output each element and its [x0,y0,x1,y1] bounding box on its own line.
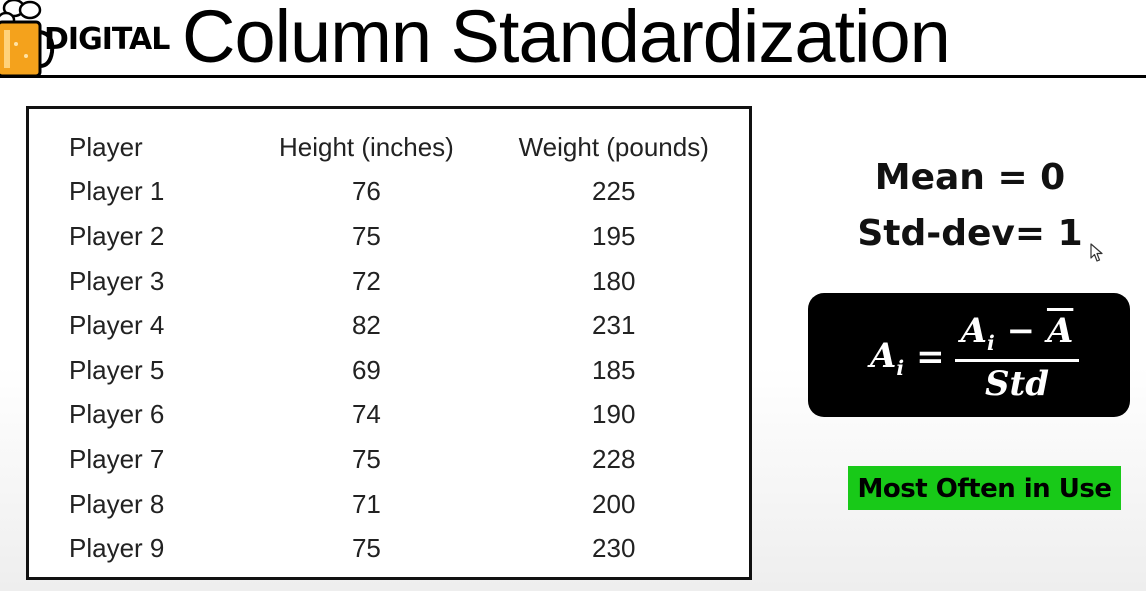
data-table: Player Height (inches) Weight (pounds) P… [69,125,749,571]
table-row: Player 3 72 180 [69,259,749,304]
height-cell: 72 [351,265,381,296]
formula-box: Ai = Ai − A Std [808,293,1130,417]
weight-cell: 180 [592,265,636,296]
weight-cell: 228 [592,443,636,474]
height-cell: 75 [351,220,381,251]
height-cell: 75 [351,533,381,564]
column-header-weight: Weight (pounds) [518,131,709,162]
table-row: Player 9 75 230 [69,526,749,571]
player-cell: Player 9 [69,533,165,564]
column-header-player: Player [69,131,143,162]
formula-lhs: Ai [870,335,905,380]
logo-text: DIGITAL [44,22,170,57]
weight-cell: 195 [592,220,636,251]
player-cell: Player 5 [69,354,165,385]
weight-cell: 190 [592,399,636,430]
standardization-formula: Ai = Ai − A Std [870,311,1080,404]
player-cell: Player 2 [69,220,165,251]
weight-cell: 185 [592,354,636,385]
most-often-in-use-badge: Most Often in Use [848,466,1121,510]
table-row: Player 4 82 231 [69,303,749,348]
height-cell: 69 [351,354,381,385]
height-cell: 82 [351,310,381,341]
std-dev-label: Std-dev= 1 [857,213,1083,254]
stats-block: Mean = 0 Std-dev= 1 [848,150,1092,262]
weight-cell: 200 [592,488,636,519]
page-title: Column Standardization [182,0,951,78]
beer-mug-icon [0,0,55,78]
table-row: Player 2 75 195 [69,214,749,259]
player-cell: Player 4 [69,310,165,341]
height-cell: 75 [351,443,381,474]
height-cell: 71 [351,488,381,519]
formula-denominator: Std [984,363,1050,404]
player-cell: Player 6 [69,399,165,430]
table-row: Player 5 69 185 [69,348,749,393]
data-table-frame: Player Height (inches) Weight (pounds) P… [26,106,752,580]
height-cell: 74 [351,399,381,430]
logo: DIGITAL [0,0,190,80]
table-row: Player 7 75 228 [69,437,749,482]
player-cell: Player 3 [69,265,165,296]
table-row: Player 1 76 225 [69,170,749,215]
table-row: Player 6 74 190 [69,393,749,438]
fraction-bar [954,358,1080,362]
player-cell: Player 1 [69,176,165,207]
weight-cell: 225 [592,176,636,207]
player-cell: Player 7 [69,443,165,474]
table-header-row: Player Height (inches) Weight (pounds) [69,125,749,170]
formula-fraction: Ai − A Std [954,311,1080,404]
column-header-height: Height (inches) [278,131,454,162]
player-cell: Player 8 [69,488,165,519]
table-row: Player 8 71 200 [69,482,749,527]
mean-label: Mean = 0 [874,157,1066,198]
formula-equals: = [916,337,945,378]
weight-cell: 230 [592,533,636,564]
height-cell: 76 [351,176,381,207]
weight-cell: 231 [592,310,636,341]
mouse-pointer-icon [1090,243,1103,262]
title-divider [0,75,1146,78]
formula-numerator: Ai − A [960,311,1074,355]
